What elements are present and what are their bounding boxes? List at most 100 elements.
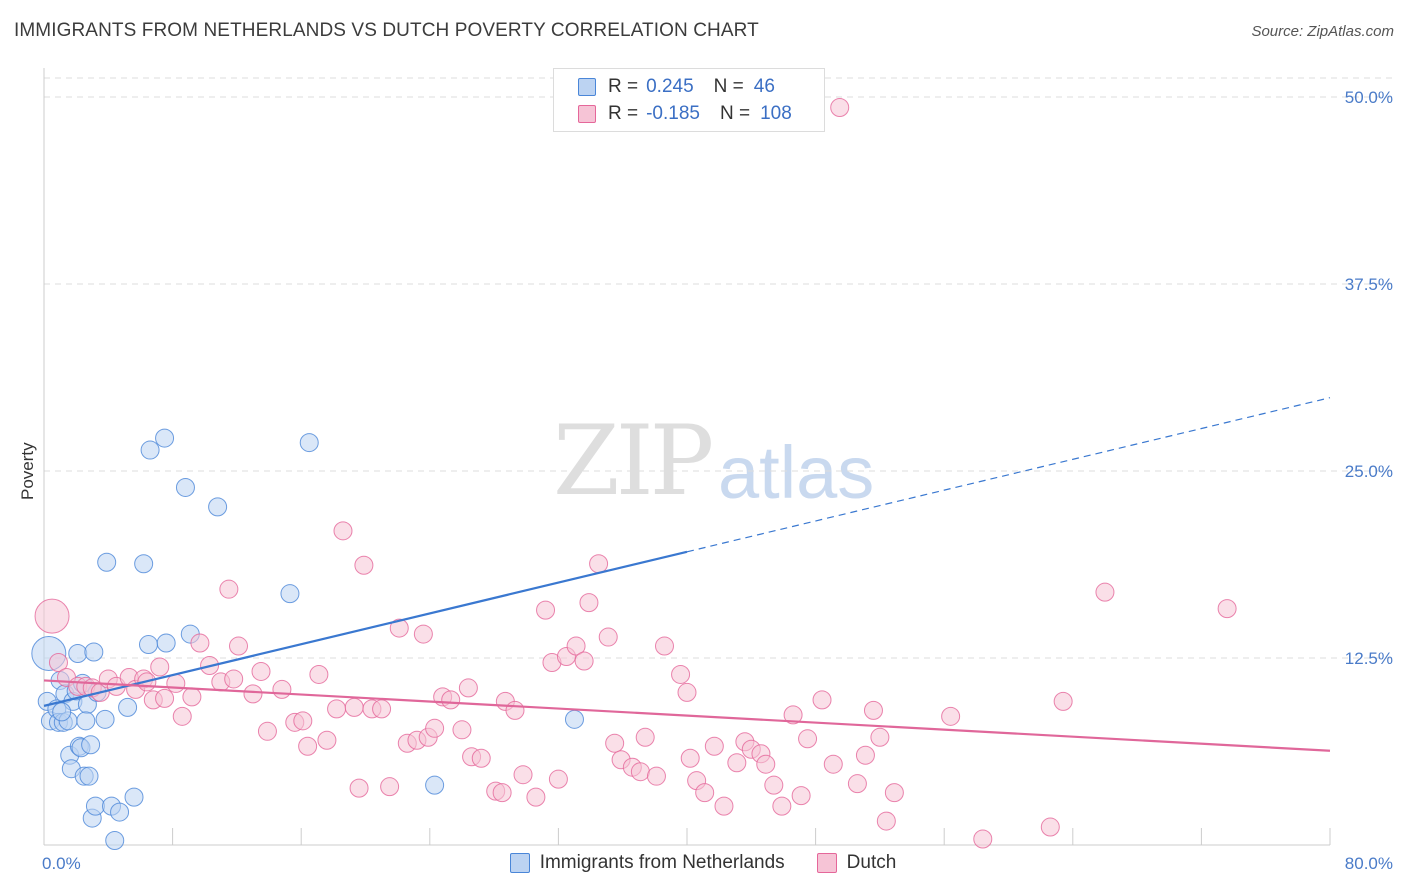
data-point [654, 636, 674, 656]
data-point [492, 783, 512, 803]
data-point [140, 440, 160, 460]
data-point [190, 633, 210, 653]
data-point [372, 699, 392, 719]
data-point [812, 690, 832, 710]
data-point [182, 687, 202, 707]
data-point [243, 684, 263, 704]
data-point [635, 727, 655, 747]
data-point [85, 796, 105, 816]
data-point [124, 787, 144, 807]
axes [43, 68, 1331, 846]
data-point [354, 555, 374, 575]
data-point [389, 618, 409, 638]
data-point [526, 787, 546, 807]
data-point [251, 661, 271, 681]
trendline-dutch [43, 679, 1331, 752]
data-point [1217, 599, 1237, 619]
trendline-netherlands [43, 550, 688, 707]
data-point [425, 775, 445, 795]
data-point [579, 593, 599, 613]
data-point [536, 600, 556, 620]
legend-swatch-pink [578, 105, 596, 123]
legend-item-netherlands[interactable]: Immigrants from Netherlands [509, 852, 785, 874]
data-point [646, 766, 666, 786]
legend-swatch-dutch [816, 853, 837, 873]
data-point [798, 729, 818, 749]
legend-row-dutch: R = -0.185 N = 108 [578, 101, 792, 127]
data-point [166, 673, 186, 693]
data-point [110, 802, 130, 822]
legend-r-value: -0.185 [646, 103, 700, 124]
data-point [76, 711, 96, 731]
source-label: Source: ZipAtlas.com [1251, 23, 1394, 40]
series-legend: Immigrants from Netherlands Dutch [0, 852, 1406, 874]
watermark-atlas: atlas [718, 431, 875, 514]
data-point [695, 783, 715, 803]
legend-n-value: 108 [760, 103, 792, 124]
legend-r-value: 0.245 [646, 76, 694, 97]
data-point [95, 709, 115, 729]
data-point [52, 702, 72, 722]
data-point [548, 769, 568, 789]
data-point [513, 765, 533, 785]
data-point [333, 521, 353, 541]
data-point [727, 753, 747, 773]
data-point [471, 748, 491, 768]
data-point [155, 428, 175, 448]
data-point [380, 777, 400, 797]
data-point [847, 774, 867, 794]
legend-swatch-netherlands [509, 853, 530, 873]
data-point [229, 636, 249, 656]
data-point [863, 700, 883, 720]
data-point [97, 552, 117, 572]
data-point [677, 682, 697, 702]
legend-item-dutch[interactable]: Dutch [816, 852, 897, 874]
data-point [671, 664, 691, 684]
data-point [823, 754, 843, 774]
data-point [870, 727, 890, 747]
data-point [299, 433, 319, 453]
data-point [564, 709, 584, 729]
data-point [349, 778, 369, 798]
data-point [783, 705, 803, 725]
data-point [756, 754, 776, 774]
x-tick-label-max: 80.0% [1345, 854, 1393, 873]
data-point [452, 720, 472, 740]
data-point [830, 97, 850, 117]
data-point [208, 497, 228, 517]
data-point [219, 579, 239, 599]
data-point [81, 735, 101, 755]
data-point [884, 783, 904, 803]
data-point [566, 636, 586, 656]
data-point [574, 651, 594, 671]
y-tick-label: 12.5% [1345, 649, 1393, 668]
data-point [791, 786, 811, 806]
data-point [458, 678, 478, 698]
data-point [79, 766, 99, 786]
y-tick-label: 50.0% [1345, 88, 1393, 107]
data-point [298, 736, 318, 756]
data-point [224, 669, 244, 689]
legend-label-dutch: Dutch [846, 852, 897, 873]
data-point [150, 657, 170, 677]
data-point [589, 554, 609, 574]
data-point [155, 688, 175, 708]
data-point [344, 697, 364, 717]
data-point [764, 775, 784, 795]
data-point [48, 652, 68, 672]
legend-swatch-blue [578, 78, 596, 96]
data-point [425, 718, 445, 738]
data-point [505, 700, 525, 720]
data-point [876, 811, 896, 831]
data-point [257, 721, 277, 741]
grid-lines [44, 77, 1395, 659]
chart-title: IMMIGRANTS FROM NETHERLANDS VS DUTCH POV… [14, 20, 759, 41]
data-point [941, 706, 961, 726]
y-tick-label: 37.5% [1345, 275, 1393, 294]
correlation-legend: R = 0.245 N = 46 R = -0.185 N = 108 [553, 68, 825, 132]
data-point [280, 584, 300, 604]
legend-n-value: 46 [753, 76, 775, 97]
data-point [598, 627, 618, 647]
data-point [309, 664, 329, 684]
data-point [105, 831, 125, 851]
